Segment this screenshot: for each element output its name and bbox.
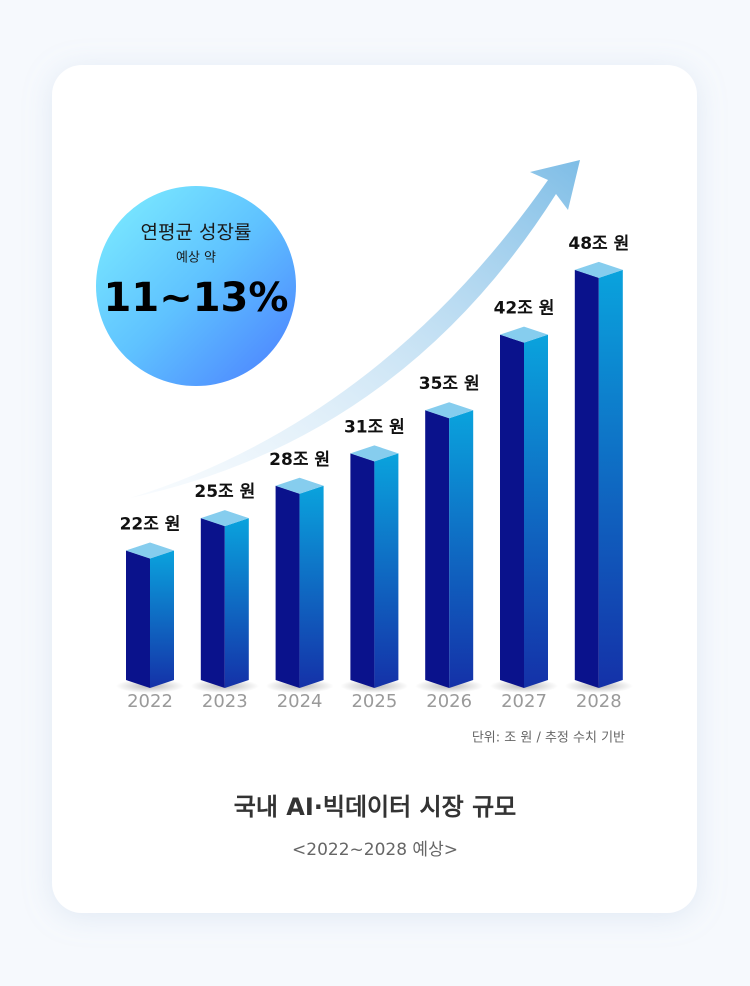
- x-tick-label: 2024: [277, 691, 323, 712]
- bar-right-face: [449, 410, 474, 688]
- bar-right-face: [299, 485, 324, 688]
- bar-right-face: [374, 453, 399, 688]
- bar-top-face: [350, 445, 399, 462]
- x-tick-label: 2028: [576, 691, 622, 712]
- value-label: 35조 원: [419, 374, 480, 394]
- bar-left-face: [275, 485, 300, 688]
- bar-top-face: [425, 402, 474, 419]
- bar-right-face: [598, 269, 623, 688]
- bar-left-face: [425, 410, 450, 688]
- bar-top-face: [200, 510, 249, 527]
- chart-subtitle: <2022~2028 예상>: [292, 840, 458, 860]
- x-tick-label: 2026: [426, 691, 472, 712]
- bar-top-face: [574, 261, 623, 278]
- bar-left-face: [500, 334, 524, 688]
- callout-value: 11~13%: [104, 275, 289, 321]
- value-label: 25조 원: [194, 482, 255, 502]
- bar-left-face: [126, 550, 150, 688]
- bar-top-face: [126, 542, 174, 559]
- x-tick-label: 2027: [501, 691, 547, 712]
- bar-right-face: [150, 550, 174, 688]
- x-tick-label: 2022: [127, 691, 173, 712]
- bar-right-face: [524, 334, 548, 688]
- bar-top-face: [500, 326, 548, 343]
- unit-note: 단위: 조 원 / 추정 수치 기반: [472, 731, 625, 746]
- bar-top-face: [275, 477, 324, 494]
- value-label: 48조 원: [568, 234, 629, 254]
- bar-left-face: [574, 269, 599, 688]
- value-label: 42조 원: [494, 299, 555, 319]
- value-label: 31조 원: [344, 417, 405, 437]
- x-tick-label: 2025: [351, 691, 397, 712]
- bar-left-face: [200, 518, 225, 688]
- value-label: 22조 원: [120, 515, 181, 535]
- chart-title: 국내 AI·빅데이터 시장 규모: [234, 793, 517, 821]
- x-tick-label: 2023: [202, 691, 248, 712]
- callout-title: 연평균 성장률: [141, 222, 252, 244]
- value-label: 28조 원: [269, 450, 330, 470]
- callout-subtitle: 예상 약: [176, 251, 216, 266]
- callout-badge: [96, 186, 296, 386]
- bar-right-face: [224, 518, 249, 688]
- bar-left-face: [350, 453, 375, 688]
